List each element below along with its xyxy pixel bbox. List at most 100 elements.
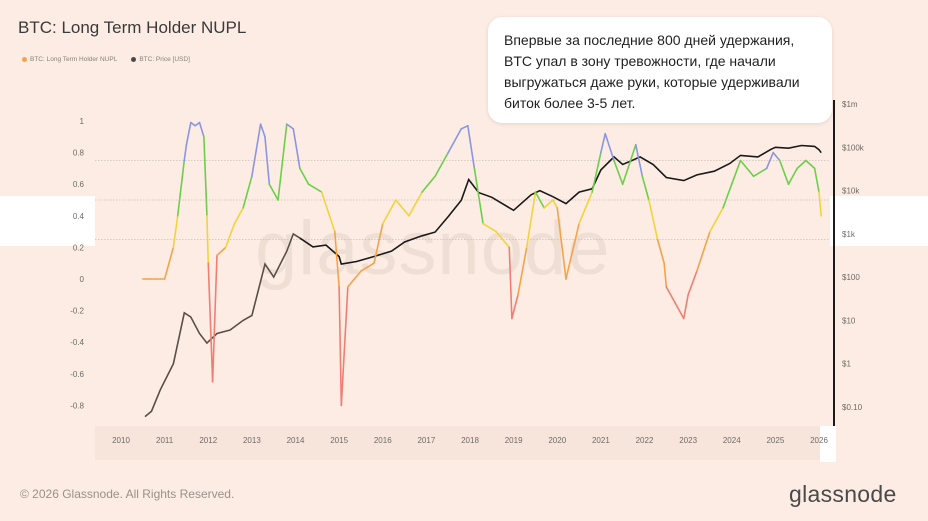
right-edge-strip	[820, 426, 836, 462]
x-tick-label: 2014	[287, 436, 305, 445]
nupl-series	[142, 121, 822, 407]
y-right-tick-label: $1	[842, 360, 851, 369]
nupl-segment	[525, 191, 537, 249]
nupl-segment	[482, 222, 497, 233]
nupl-segment	[434, 151, 449, 178]
y-right-tick-label: $100k	[842, 143, 865, 152]
nupl-segment	[813, 167, 820, 193]
y-left-tick-label: -0.2	[70, 307, 84, 316]
nupl-segment	[176, 159, 186, 217]
x-tick-label: 2024	[723, 436, 741, 445]
plot-area	[95, 106, 830, 426]
x-tick-label: 2023	[679, 436, 697, 445]
y-left-tick-label: -0.6	[70, 370, 84, 379]
nupl-segment	[663, 262, 668, 288]
nupl-segment	[730, 159, 742, 185]
nupl-segment	[163, 246, 175, 280]
y-right-tick-label: $1k	[842, 230, 856, 239]
nupl-segment	[285, 123, 295, 130]
brand-logo: glassnode	[789, 481, 897, 507]
nupl-segment	[517, 246, 528, 296]
nupl-segment	[508, 246, 513, 320]
legend-item-price[interactable]: BTC: Price [USD]	[131, 56, 190, 63]
x-tick-label: 2022	[636, 436, 654, 445]
nupl-segment	[674, 301, 685, 320]
x-tick-label: 2010	[112, 436, 130, 445]
nupl-segment	[395, 199, 410, 217]
nupl-segment	[600, 132, 607, 154]
nupl-segment	[613, 159, 624, 185]
nupl-segment	[216, 246, 227, 257]
nupl-segment	[752, 167, 768, 178]
nupl-segment	[722, 183, 733, 209]
nupl-segment	[194, 121, 201, 127]
legend-dot-price	[131, 57, 137, 62]
nupl-segment	[511, 293, 519, 320]
nupl-segment	[185, 121, 192, 146]
nupl-segment	[421, 175, 436, 193]
x-tick-label: 2021	[592, 436, 610, 445]
nupl-segment	[473, 167, 484, 225]
nupl-segment	[739, 159, 755, 178]
nupl-segment	[787, 167, 798, 185]
nupl-segment	[796, 159, 807, 170]
nupl-segment	[190, 121, 196, 127]
nupl-segment	[682, 293, 689, 320]
nupl-segment	[552, 199, 559, 209]
chart-title: BTC: Long Term Holder NUPL	[18, 18, 247, 37]
callout-text: Впервые за последние 800 дней удержания,…	[504, 32, 800, 111]
copyright-footer: © 2026 Glassnode. All Rights Reserved.	[20, 487, 235, 501]
nupl-segment	[495, 230, 511, 249]
nupl-segment	[198, 121, 205, 138]
nupl-segment	[381, 199, 397, 225]
y-axis-left-ticks: 1 0.8 0.6 0.4 0.2 0 -0.2 -0.4 -0.6 -0.8	[70, 117, 84, 410]
nupl-segment	[203, 136, 208, 217]
y-left-tick-label: -0.4	[70, 338, 84, 347]
nupl-segment	[242, 175, 253, 209]
nupl-segment	[360, 262, 375, 272]
nupl-segment	[805, 159, 816, 170]
nupl-segment	[696, 230, 711, 272]
y-left-tick-label: 0.4	[73, 212, 85, 221]
legend-dot-nupl	[22, 57, 27, 62]
nupl-segment	[264, 136, 271, 185]
nupl-segment	[408, 191, 423, 217]
nupl-segment	[621, 143, 637, 185]
legend-label-nupl: BTC: Long Term Holder NUPL	[30, 56, 118, 63]
nupl-segment	[333, 230, 340, 288]
nupl-segment	[340, 286, 349, 407]
y-right-tick-label: $10	[842, 316, 856, 325]
nupl-segment	[277, 123, 288, 201]
price-line-early	[144, 232, 301, 418]
nupl-segment	[709, 207, 724, 233]
y-left-tick-label: 0.6	[73, 180, 85, 189]
price-line	[299, 144, 822, 266]
nupl-segment	[207, 262, 214, 383]
nupl-segment	[211, 254, 218, 383]
y-left-tick-label: 0	[80, 275, 85, 284]
y-axis-right-ticks: $1m $100k $10k $1k $100 $10 $1 $0.10	[842, 100, 865, 412]
annotation-callout: Впервые за последние 800 дней удержания,…	[488, 17, 832, 123]
nupl-segment	[818, 191, 822, 217]
y-right-tick-label: $1m	[842, 100, 858, 109]
y-right-tick-label: $10k	[842, 187, 860, 196]
nupl-segment	[467, 124, 476, 170]
nupl-segment	[447, 128, 463, 154]
nupl-segment	[534, 191, 545, 209]
nupl-segment	[556, 207, 567, 280]
nupl-segment	[292, 128, 301, 170]
nupl-segment	[206, 215, 210, 265]
nupl-segment	[578, 191, 593, 225]
nupl-segment	[565, 222, 580, 280]
nupl-segment	[224, 222, 236, 249]
x-tick-label: 2015	[330, 436, 348, 445]
y-left-tick-label: 1	[80, 117, 85, 126]
nupl-segment	[233, 207, 244, 225]
x-tick-label: 2013	[243, 436, 261, 445]
nupl-segment	[172, 215, 179, 249]
y-left-tick-label: 0.8	[73, 149, 85, 158]
nupl-segment	[648, 199, 659, 241]
nupl-segment	[320, 191, 336, 233]
legend-item-nupl[interactable]: BTC: Long Term Holder NUPL	[22, 56, 117, 63]
